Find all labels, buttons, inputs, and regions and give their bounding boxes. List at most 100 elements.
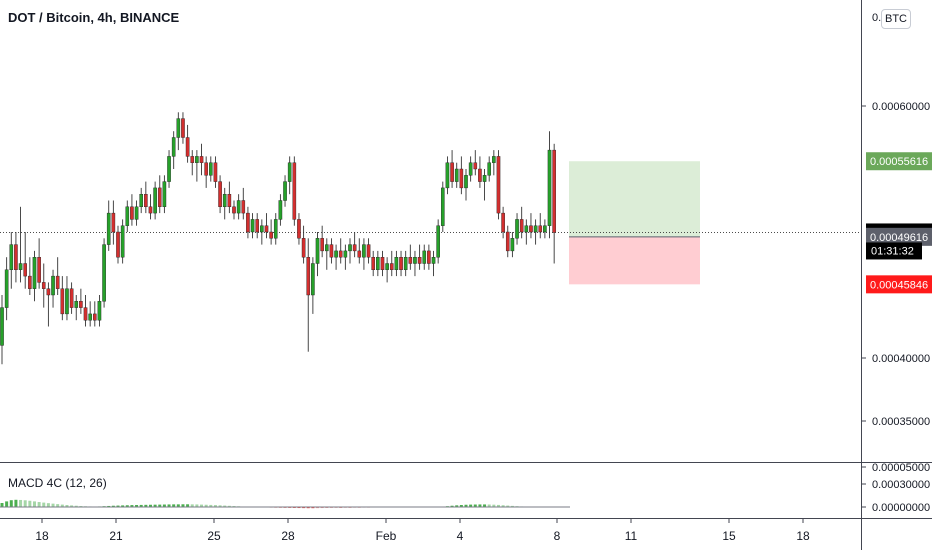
candle (524, 219, 529, 245)
time-tick-label: Feb (376, 529, 397, 543)
time-axis-ticks: 18 21 25 28 Feb 4 8 11 15 18 (35, 518, 810, 543)
candle (343, 244, 348, 270)
candle (552, 143, 556, 264)
candle (125, 200, 130, 232)
candle (190, 150, 195, 176)
time-tick-label: 25 (207, 529, 221, 543)
svg-text:01:31:32: 01:31:32 (871, 245, 914, 257)
candle (311, 257, 315, 314)
candle (153, 181, 157, 220)
candle (37, 238, 41, 289)
candle (41, 263, 46, 308)
time-tick-label: 8 (554, 529, 561, 543)
candle (482, 169, 487, 201)
candle (18, 206, 23, 283)
stop-loss-zone[interactable] (569, 236, 700, 285)
candle (4, 257, 9, 321)
candle (338, 238, 343, 264)
candle (389, 250, 394, 277)
candle (185, 124, 190, 163)
candle (0, 295, 4, 365)
candle (162, 175, 167, 214)
candle (218, 175, 222, 214)
candle (385, 257, 389, 283)
candle (417, 244, 422, 270)
price-axis-ticks: 0.00060000 0.00040000 0.00035000 0.00030000 (861, 101, 930, 491)
candle (236, 194, 241, 220)
candle (264, 213, 269, 239)
candle (301, 225, 306, 264)
candle (283, 175, 287, 207)
candle (519, 206, 524, 239)
candle (51, 269, 55, 308)
candle (492, 150, 496, 176)
candle (292, 156, 297, 226)
candle (366, 238, 371, 264)
candle (436, 219, 440, 264)
candle (357, 238, 362, 264)
svg-text:0.00045846: 0.00045846 (870, 279, 928, 291)
candle (468, 156, 473, 182)
candle (144, 181, 148, 214)
candle (32, 250, 37, 302)
candle (246, 206, 250, 239)
time-tick-label: 18 (35, 529, 49, 543)
candle (352, 232, 357, 258)
candle (222, 187, 227, 220)
candle (116, 225, 120, 264)
price-label: 0.00049616 (866, 227, 932, 246)
candle (241, 187, 246, 220)
candle (60, 276, 65, 321)
candle (431, 250, 436, 277)
svg-text:0.00055616: 0.00055616 (870, 156, 928, 168)
candle (459, 156, 464, 195)
currency-badge[interactable]: BTC (881, 9, 911, 29)
candle (204, 156, 208, 188)
candle (348, 238, 352, 264)
candle (65, 276, 69, 321)
candle (306, 238, 311, 352)
candle (195, 150, 199, 182)
candle (362, 238, 366, 270)
candle (55, 257, 60, 295)
candle (454, 162, 459, 188)
candle (394, 250, 399, 277)
candle (157, 175, 162, 214)
candle (120, 219, 125, 264)
candle (496, 150, 501, 220)
candle (529, 213, 533, 239)
candle (403, 250, 408, 277)
candle (106, 200, 111, 251)
time-tick-label: 21 (109, 529, 123, 543)
macd-label: MACD 4C (12, 26) (8, 476, 107, 490)
macd-axis-ticks: 0.00005000 0.00000000 (861, 462, 930, 514)
candle (148, 194, 153, 220)
svg-text:0.00049616: 0.00049616 (870, 232, 928, 244)
price-tick-label: 0.00030000 (872, 479, 930, 491)
candlestick-series (0, 112, 556, 365)
candle (501, 206, 505, 239)
price-axis-labels: 0.000556160.000499640.000496160.00045846… (866, 152, 932, 294)
candle (325, 238, 329, 270)
candle (515, 213, 519, 245)
candle (23, 232, 28, 289)
candle (232, 200, 236, 220)
candle (543, 219, 547, 239)
price-tick-label: 0.00060000 (872, 101, 930, 113)
candle (14, 232, 18, 283)
candle (83, 295, 88, 327)
candle (273, 213, 278, 245)
time-tick-label: 15 (722, 529, 736, 543)
candle (464, 169, 468, 201)
candle (334, 244, 338, 270)
candle (487, 156, 492, 182)
candle (260, 219, 264, 245)
take-profit-zone[interactable] (569, 161, 700, 237)
candle (111, 200, 116, 245)
candle (167, 150, 171, 188)
candle (413, 250, 417, 277)
candle (255, 213, 260, 239)
time-tick-label: 18 (796, 529, 810, 543)
candle (538, 213, 543, 239)
